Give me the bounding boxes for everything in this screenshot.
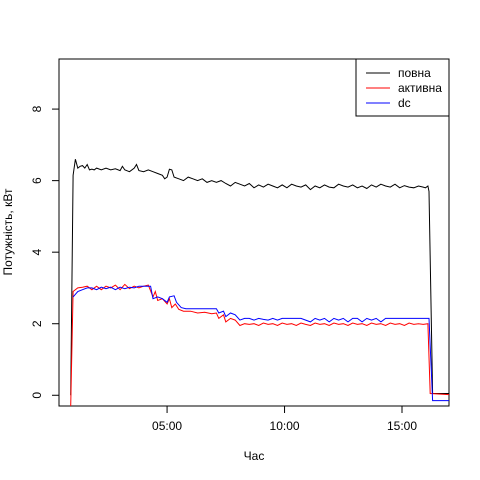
x-axis-label: Час [244,449,265,463]
y-tick-label: 0 [30,392,44,399]
x-tick-label: 15:00 [387,419,417,433]
x-tick-label: 10:00 [270,419,300,433]
y-tick-label: 6 [30,177,44,184]
y-axis-label: Потужність, кВт [1,188,15,275]
legend-label-dc: dc [398,96,411,110]
legend-label-активна: активна [398,81,442,95]
x-tick-label: 05:00 [152,419,182,433]
y-tick-label: 4 [30,249,44,256]
series-line-dc [72,285,449,402]
legend: повна активна dc [355,58,450,117]
x-axis: 05:00 10:00 15:00 [152,405,417,433]
y-axis: 0 2 4 6 8 [30,105,60,399]
legend-label-повна: повна [398,66,431,80]
series-line-повна [70,159,449,396]
y-tick-label: 2 [30,320,44,327]
series-layer [70,159,449,406]
y-tick-label: 8 [30,105,44,112]
